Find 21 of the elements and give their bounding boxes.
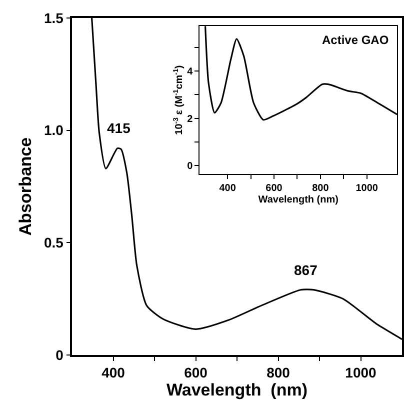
- y-axis-title: Absorbance: [16, 137, 36, 236]
- x-tick-label: 800: [266, 364, 290, 381]
- annotation: 415: [107, 120, 131, 136]
- y-tick-label: 0: [56, 346, 64, 363]
- x-tick-label: 800: [312, 183, 330, 194]
- annotation: 867: [294, 262, 318, 278]
- x-axis-title: Wavelength (nm): [166, 380, 308, 400]
- y-tick-label: 0: [187, 161, 194, 172]
- text: Active GAO: [322, 33, 389, 47]
- x-axis-title: Wavelength (nm): [258, 194, 338, 206]
- x-tick-label: 400: [219, 183, 236, 194]
- y-tick-label: 2: [187, 114, 194, 125]
- y-tick-label: 0.5: [44, 234, 64, 251]
- y-tick-label: 4: [187, 66, 194, 78]
- x-tick-label: 1000: [345, 364, 377, 381]
- x-tick-label: 1000: [356, 183, 378, 194]
- y-tick-label: 1.5: [44, 10, 64, 26]
- y-tick-label: 1.0: [44, 122, 64, 138]
- x-tick-label: 600: [184, 364, 208, 381]
- x-tick-label: 600: [266, 183, 283, 194]
- x-tick-label: 400: [102, 364, 126, 381]
